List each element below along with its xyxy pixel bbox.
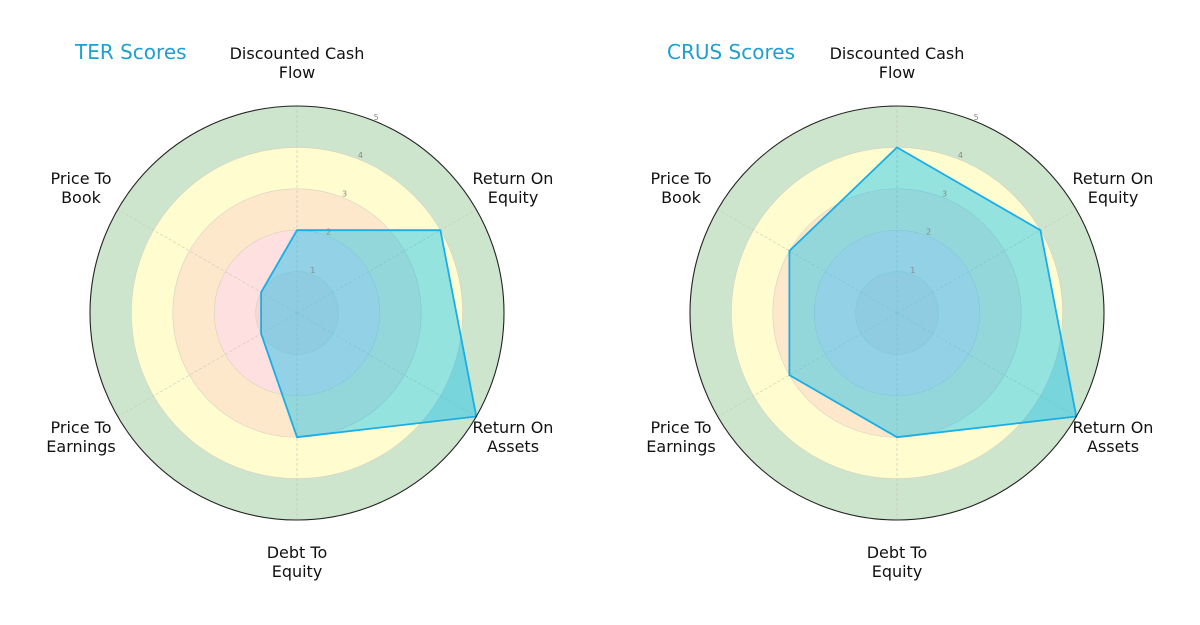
radial-tick-label: 5 xyxy=(974,113,979,122)
axis-label-pe: Price To Earnings xyxy=(46,418,116,456)
crus-chart-title: CRUS Scores xyxy=(667,40,795,64)
score-polygon xyxy=(260,229,478,439)
axis-spoke xyxy=(717,209,898,314)
crus-radar-chart: 1 2 3 4 5 xyxy=(689,105,1105,521)
radial-tick-label: 1 xyxy=(910,266,915,275)
axis-label-dcf: Discounted Cash Flow xyxy=(829,44,965,82)
axis-label-dte: Debt To Equity xyxy=(866,543,928,581)
radial-tick-label: 1 xyxy=(310,266,315,275)
crus-radar-panel: 1 2 3 4 5 CRUS Scores Discounted Cash Flow R… xyxy=(600,0,1200,625)
axis-spoke xyxy=(117,312,298,417)
axis-label-pe: Price To Earnings xyxy=(646,418,716,456)
axis-label-roa: Return On Assets xyxy=(472,418,554,456)
radial-tick-label: 4 xyxy=(358,151,363,160)
axis-label-pb: Price To Book xyxy=(50,169,112,207)
radial-tick-label: 2 xyxy=(326,228,331,237)
radial-tick-label: 3 xyxy=(942,189,947,198)
axis-spoke xyxy=(896,312,1077,417)
axis-label-dte: Debt To Equity xyxy=(266,543,328,581)
axis-spoke xyxy=(717,312,898,417)
ter-chart-title: TER Scores xyxy=(75,40,187,64)
axis-label-roa: Return On Assets xyxy=(1072,418,1154,456)
axis-label-roe: Return On Equity xyxy=(472,169,554,207)
radial-tick-label: 4 xyxy=(958,151,963,160)
ter-radar-panel: 1 2 3 4 5 TER Scores Discounted Cash Flow Re… xyxy=(46,40,554,581)
axis-label-pb: Price To Book xyxy=(650,169,712,207)
ter-radar-chart: 1 2 3 4 5 xyxy=(89,105,505,521)
radial-tick-label: 2 xyxy=(926,228,931,237)
axis-spoke xyxy=(117,209,298,314)
radial-tick-label: 5 xyxy=(374,113,379,122)
axis-label-roe: Return On Equity xyxy=(1072,169,1154,207)
axis-spoke xyxy=(296,312,477,417)
score-polygon xyxy=(788,146,1078,439)
axis-spoke xyxy=(896,209,1077,314)
axis-label-dcf: Discounted Cash Flow xyxy=(229,44,365,82)
radial-tick-label: 3 xyxy=(342,189,347,198)
axis-spoke xyxy=(296,209,477,314)
